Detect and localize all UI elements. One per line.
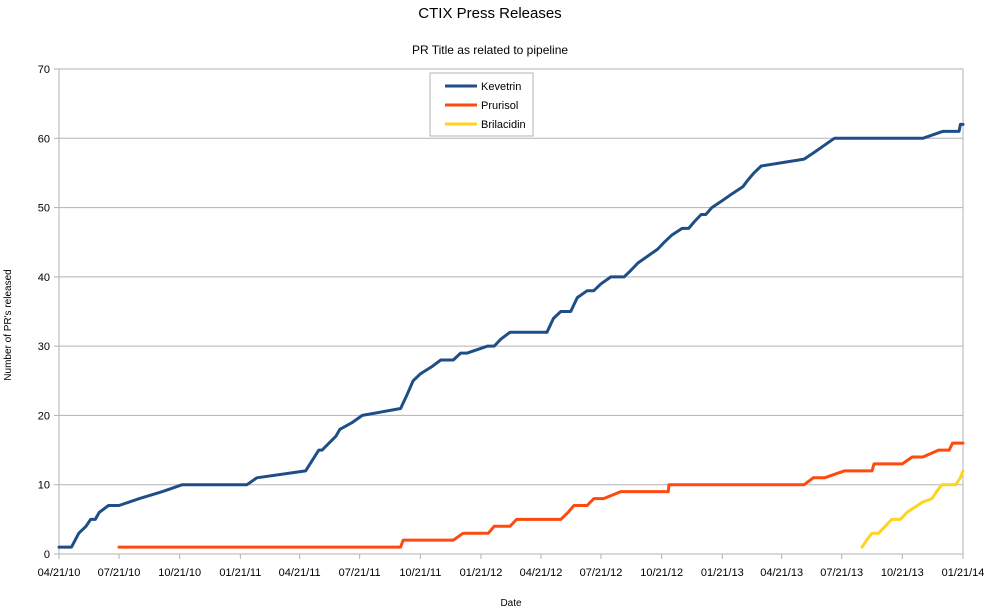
- x-tick-label: 10/21/11: [399, 567, 441, 579]
- x-tick-label: 07/21/12: [580, 567, 623, 579]
- series-line-prurisol: [117, 441, 965, 549]
- x-axis-label: Date: [500, 598, 522, 609]
- x-tick-label: 01/21/12: [460, 567, 503, 579]
- x-tick-label: 04/21/10: [38, 567, 81, 579]
- x-tick-label: 10/21/10: [158, 567, 201, 579]
- y-tick-label: 70: [38, 64, 50, 76]
- chart-title: CTIX Press Releases: [418, 5, 561, 22]
- x-tick-label: 01/21/14: [942, 567, 985, 579]
- y-tick-label: 20: [38, 410, 50, 422]
- series-lines: [57, 122, 965, 549]
- y-axis-label: Number of PR's released: [3, 269, 14, 380]
- y-tick-label: 10: [38, 480, 50, 492]
- legend: Kevetrin Prurisol Brilacidin: [429, 72, 534, 137]
- x-tick-label: 07/21/10: [98, 567, 141, 579]
- x-tick-label: 01/21/13: [701, 567, 744, 579]
- y-tick-label: 0: [44, 549, 50, 561]
- chart-subtitle: PR Title as related to pipeline: [412, 43, 568, 57]
- x-tick-label: 04/21/11: [279, 567, 321, 579]
- x-tick-label: 10/21/13: [881, 567, 924, 579]
- plot-area-border: [58, 68, 964, 555]
- x-tick-label: 04/21/12: [520, 567, 563, 579]
- y-axis-ticks: 0 10 20 30 40 50 60 70: [38, 64, 59, 561]
- legend-label: Brilacidin: [481, 119, 526, 131]
- y-tick-label: 40: [38, 272, 50, 284]
- legend-label: Kevetrin: [481, 81, 521, 93]
- x-tick-label: 07/21/13: [820, 567, 863, 579]
- x-tick-label: 10/21/12: [640, 567, 683, 579]
- y-tick-label: 30: [38, 341, 50, 353]
- series-line-kevetrin: [57, 122, 965, 549]
- x-tick-label: 07/21/11: [339, 567, 381, 579]
- x-tick-label: 04/21/13: [760, 567, 803, 579]
- y-tick-label: 50: [38, 203, 50, 215]
- series-line-brilacidin: [860, 469, 965, 549]
- x-tick-label: 01/21/11: [219, 567, 261, 579]
- x-axis-ticks: 04/21/10 07/21/10 10/21/10 01/21/11 04/21/11…: [38, 554, 985, 579]
- y-tick-label: 60: [38, 133, 50, 145]
- legend-label: Prurisol: [481, 100, 518, 112]
